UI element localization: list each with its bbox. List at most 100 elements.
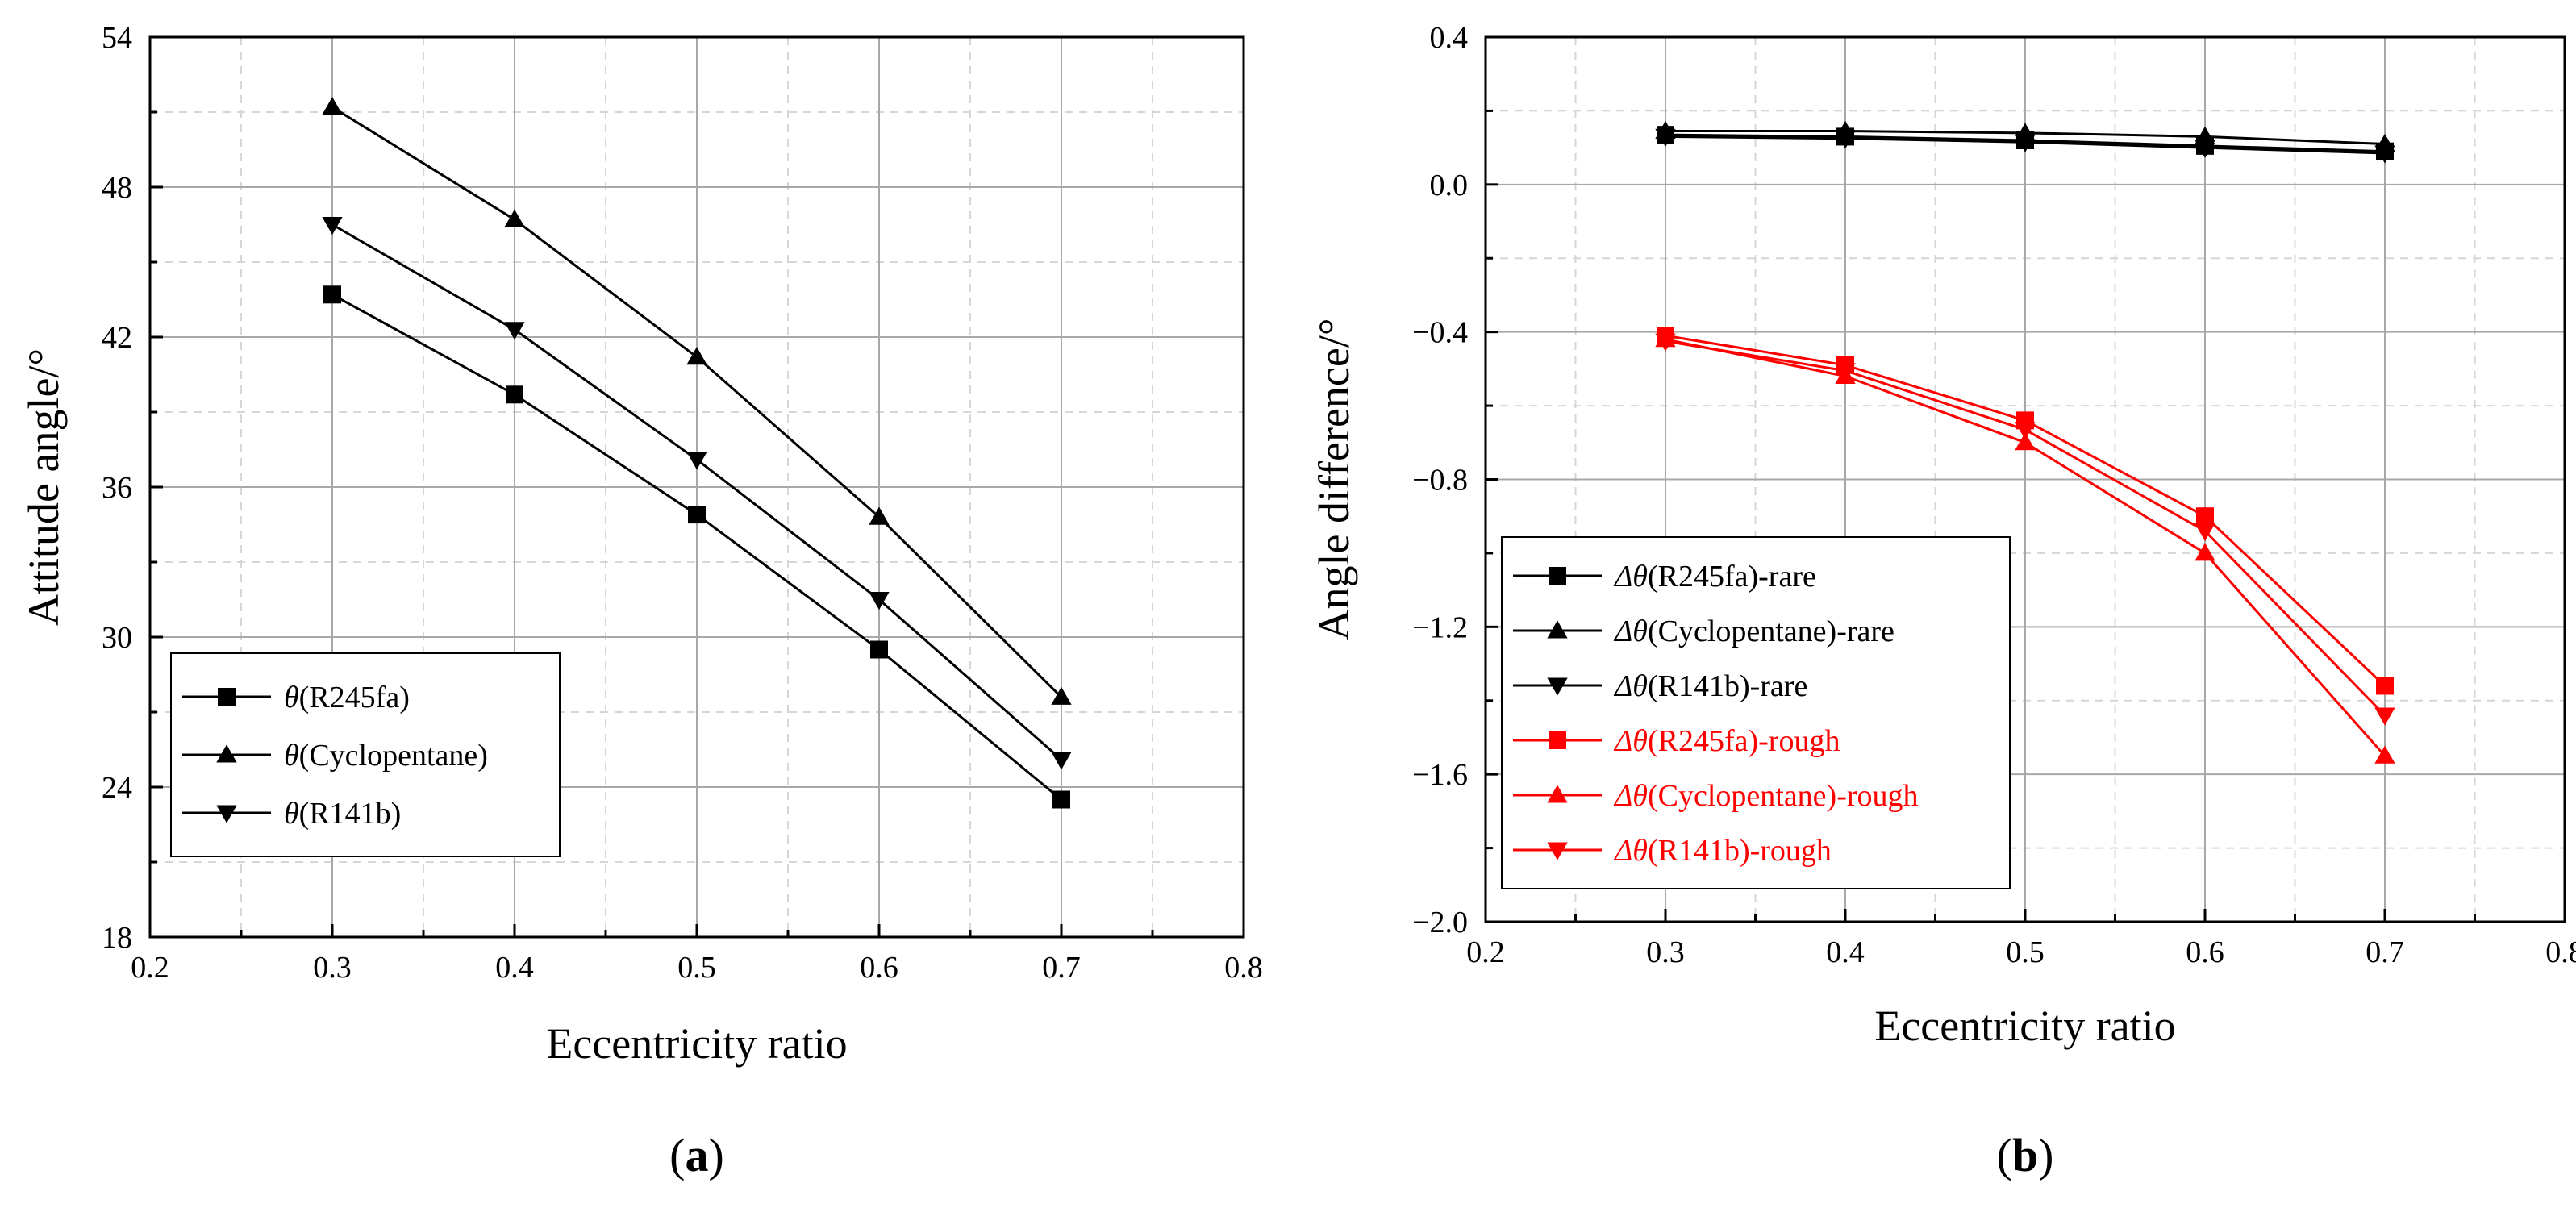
- data-point: [1835, 363, 1856, 381]
- legend-label-text: (R245fa)-rough: [1648, 724, 1840, 758]
- data-point: [869, 592, 890, 610]
- legend: θ(R245fa) θ(Cyclopentane) θ(R141b): [170, 652, 561, 857]
- data-point: [323, 285, 341, 304]
- legend-item: Δθ(Cyclopentane)-rare: [1513, 614, 1894, 648]
- data-point: [2376, 677, 2394, 695]
- series-3: [1655, 128, 2395, 164]
- legend-marker: [1549, 567, 1566, 585]
- x-tick-label: 0.4: [1826, 935, 1865, 969]
- data-point: [504, 322, 525, 340]
- legend-label-text: (Cyclopentane)-rough: [1648, 779, 1919, 813]
- legend-item: Δθ(R141b)-rough: [1513, 834, 1832, 868]
- data-point: [506, 385, 523, 404]
- y-axis-label: Attitude angle/°: [19, 348, 68, 626]
- x-tick-label: 0.4: [495, 951, 534, 985]
- x-tick-label: 0.8: [2545, 935, 2576, 969]
- series-2: [322, 97, 1072, 705]
- data-point: [2195, 126, 2215, 144]
- legend-symbol: θ: [284, 797, 299, 831]
- y-tick-label: −1.6: [1412, 758, 1468, 792]
- legend-label-text: (Cyclopentane)-rare: [1648, 614, 1894, 648]
- legend-item: θ(Cyclopentane): [182, 739, 488, 773]
- y-tick-label: −0.8: [1412, 464, 1468, 498]
- y-axis-label: Angle difference/°: [1310, 319, 1358, 641]
- x-tick-label: 0.2: [1466, 935, 1505, 969]
- data-point: [2195, 140, 2215, 158]
- series-1: [323, 285, 1070, 809]
- legend-item: θ(R245fa): [182, 681, 410, 714]
- x-axis-label: Eccentricity ratio: [1874, 1002, 2175, 1050]
- data-point: [2015, 422, 2036, 440]
- legend-marker: [1547, 620, 1568, 639]
- data-point: [322, 217, 343, 235]
- plot-frame: [1484, 35, 2566, 923]
- panel-label-close: ): [709, 1129, 724, 1181]
- y-tick-label: −2.0: [1412, 906, 1468, 939]
- x-tick-label: 0.6: [2186, 935, 2224, 969]
- x-tick-label: 0.2: [131, 951, 169, 985]
- data-point: [2015, 432, 2036, 451]
- legend-label: Δθ(Cyclopentane)-rare: [1613, 614, 1894, 648]
- legend-symbol: Δθ: [1613, 834, 1648, 868]
- legend-label: Δθ(R141b)-rare: [1613, 669, 1807, 703]
- legend-symbol: Δθ: [1613, 614, 1648, 648]
- legend-label: Δθ(R141b)-rough: [1613, 834, 1832, 868]
- x-axis-label: Eccentricity ratio: [546, 1019, 847, 1068]
- legend-label: Δθ(R245fa)-rough: [1613, 724, 1840, 758]
- legend-label-text: (R141b)-rough: [1648, 834, 1832, 868]
- legend-label: θ(R245fa): [284, 681, 410, 714]
- legend: Δθ(R245fa)-rareΔθ(Cyclopentane)-rareΔθ(R…: [1501, 536, 2011, 889]
- data-point: [1835, 131, 1856, 149]
- x-tick-label: 0.5: [2006, 935, 2045, 969]
- panel-a-chart: 0.2 0.3 0.4 0.5 0.6 0.7 0.8 18 24 30 36 42 48 54 Eccen…: [19, 21, 1263, 1181]
- y-tick-label: 54: [102, 21, 132, 55]
- legend-item: Δθ(R141b)-rare: [1513, 669, 1807, 703]
- legend-marker: [1547, 677, 1568, 696]
- x-tick-label: 0.3: [1646, 935, 1685, 969]
- legend-item: θ(R141b): [182, 797, 401, 831]
- x-tick-label: 0.6: [860, 951, 898, 985]
- data-point: [2195, 543, 2215, 561]
- data-point: [870, 640, 888, 659]
- legend-symbol: θ: [284, 739, 299, 773]
- legend-label: Δθ(Cyclopentane)-rough: [1613, 779, 1919, 813]
- data-point: [686, 452, 707, 470]
- data-point: [322, 97, 343, 115]
- y-tick-label: 18: [102, 921, 132, 955]
- legend-marker: [216, 805, 237, 823]
- x-tick-label: 0.5: [677, 951, 716, 985]
- y-tick-label: 30: [102, 621, 132, 655]
- plot-frame: [148, 35, 1245, 939]
- x-tick-label: 0.8: [1224, 951, 1263, 985]
- y-tick-label: 0.4: [1430, 21, 1469, 55]
- y-tick-label: 48: [102, 171, 132, 205]
- data-point: [1051, 686, 1072, 705]
- data-point: [2374, 707, 2395, 726]
- data-point: [2374, 745, 2395, 764]
- panel-label-letter: a: [686, 1129, 709, 1181]
- data-point: [688, 506, 706, 524]
- legend-label-text: (R245fa)-rare: [1648, 560, 1816, 594]
- y-tick-label: −1.2: [1412, 610, 1468, 644]
- panel-label-open: (: [1997, 1129, 2012, 1181]
- legend-label: θ(R141b): [284, 797, 401, 831]
- legend-symbol: θ: [284, 681, 299, 714]
- data-point: [2015, 134, 2036, 152]
- legend-marker: [218, 688, 236, 706]
- y-tick-label: −0.4: [1412, 316, 1468, 350]
- legend-label: θ(Cyclopentane): [284, 739, 488, 773]
- legend-marker: [1547, 842, 1568, 860]
- y-tick-label: 42: [102, 321, 132, 355]
- y-tick-label: 36: [102, 471, 132, 505]
- data-point: [2196, 507, 2214, 526]
- y-tick-label: 24: [102, 771, 132, 805]
- data-point: [2374, 145, 2395, 164]
- data-point: [686, 347, 707, 365]
- x-tick-label: 0.3: [313, 951, 352, 985]
- data-point: [1655, 128, 1676, 148]
- legend-label: Δθ(R245fa)-rare: [1613, 560, 1816, 594]
- data-point: [1655, 333, 1676, 352]
- data-point: [2195, 523, 2215, 542]
- panel-label-letter: b: [2012, 1129, 2038, 1181]
